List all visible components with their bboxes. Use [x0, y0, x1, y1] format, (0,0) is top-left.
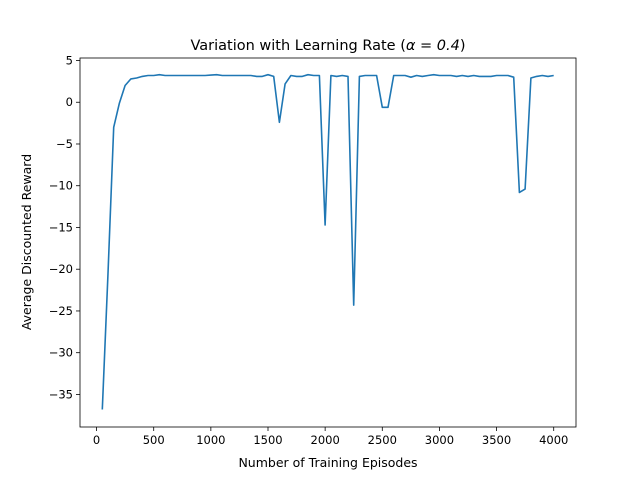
- plot-area: [101, 73, 554, 410]
- x-tick-label: 2500: [368, 433, 397, 447]
- series-line: [101, 73, 554, 410]
- chart-title-math: α = 0.4: [406, 38, 460, 54]
- y-tick-label: −15: [49, 220, 73, 234]
- x-tick-label: 500: [143, 433, 165, 447]
- chart-title-suffix: ): [460, 38, 466, 54]
- y-axis-label: Average Discounted Reward: [19, 154, 34, 330]
- y-tick-label: −10: [49, 179, 73, 193]
- chart-title: Variation with Learning Rate (α = 0.4): [190, 38, 465, 54]
- x-tick-label: 2000: [311, 433, 340, 447]
- chart-title-prefix: Variation with Learning Rate (: [190, 38, 405, 54]
- y-tick-label: −5: [56, 137, 73, 151]
- y-tick-label: −30: [49, 346, 73, 360]
- x-tick-label: 0: [93, 433, 100, 447]
- y-tick-label: −35: [49, 387, 73, 401]
- axes-frame: [79, 57, 577, 428]
- x-tick-label: 3500: [482, 433, 511, 447]
- y-tick-label: −20: [49, 262, 73, 276]
- x-tick-label: 1500: [253, 433, 282, 447]
- x-axis-label: Number of Training Episodes: [238, 455, 417, 470]
- x-tick-label: 3000: [425, 433, 454, 447]
- y-tick-label: −25: [49, 304, 73, 318]
- y-axis-ticks: 5 0 −5 −10 −15 −20 −25 −30 −35: [49, 54, 80, 401]
- x-tick-label: 1000: [196, 433, 225, 447]
- y-tick-label: 5: [66, 54, 73, 68]
- x-axis-ticks: 0 500 1000 1500 2000 2500 3000 3500 4000: [93, 427, 568, 447]
- x-tick-label: 4000: [539, 433, 568, 447]
- y-tick-label: 0: [66, 95, 73, 109]
